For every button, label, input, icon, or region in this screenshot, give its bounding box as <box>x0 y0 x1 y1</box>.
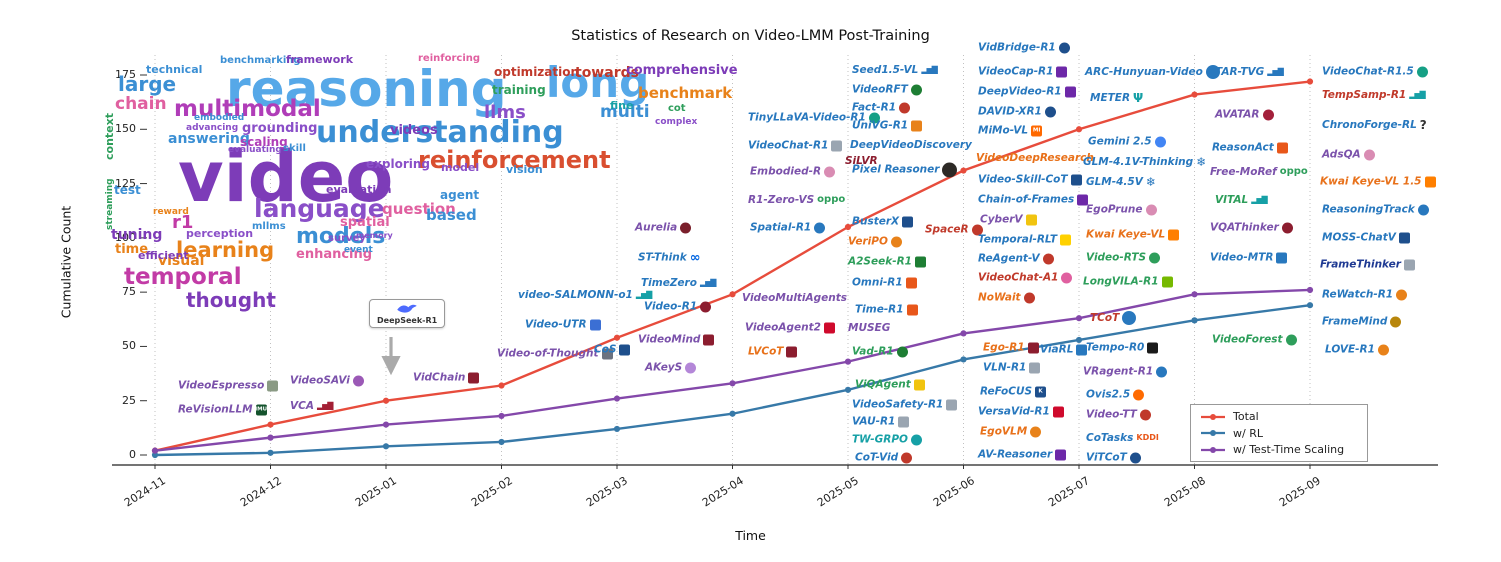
y-axis-label: Cumulative Count <box>58 205 74 319</box>
data-point-marker <box>1306 302 1314 309</box>
legend-marker-icon <box>1201 413 1225 420</box>
data-point-marker <box>1306 78 1314 85</box>
data-point-marker <box>1075 126 1083 133</box>
x-axis-label: Time <box>735 528 766 543</box>
series-line-w-test-time-scaling <box>154 288 1311 452</box>
data-point-marker <box>613 395 621 402</box>
legend-marker-icon <box>1201 446 1225 453</box>
legend-marker-icon <box>1201 430 1225 436</box>
legend: Total w/ RL w/ Test-Time Scaling <box>1190 404 1368 462</box>
legend-item-label: w/ RL <box>1233 426 1263 440</box>
deepseek-whale-icon <box>397 304 417 313</box>
data-point-marker <box>1191 291 1198 298</box>
data-point-marker <box>382 397 390 404</box>
data-point-marker <box>729 410 736 417</box>
data-point-marker <box>1191 91 1198 98</box>
deepseek-callout: DeepSeek-R1 <box>369 299 446 328</box>
page-title: Statistics of Research on Video-LMM Post… <box>571 28 930 44</box>
data-point-marker <box>960 356 967 363</box>
legend-item: w/ RL <box>1200 427 1358 440</box>
data-point-marker <box>382 421 390 428</box>
deepseek-callout-label: DeepSeek-R1 <box>377 316 438 325</box>
data-point-marker <box>267 421 274 428</box>
data-point-marker <box>267 434 274 441</box>
legend-item: w/ Test-Time Scaling <box>1200 443 1358 456</box>
data-point-marker <box>729 380 736 387</box>
data-point-marker <box>960 167 967 174</box>
legend-item: Total <box>1200 410 1358 423</box>
data-point-marker <box>498 382 505 389</box>
data-point-marker <box>1075 315 1083 322</box>
data-point-marker <box>844 386 852 393</box>
data-point-marker <box>498 412 505 420</box>
data-point-marker <box>960 330 967 337</box>
data-point-marker <box>613 334 621 341</box>
data-point-marker <box>151 447 159 454</box>
legend-item-label: Total <box>1233 410 1259 423</box>
data-point-marker <box>1306 286 1314 294</box>
data-point-marker <box>613 425 621 433</box>
data-point-marker <box>1191 317 1198 324</box>
data-point-marker <box>1075 336 1083 344</box>
data-point-marker <box>267 449 274 456</box>
data-point-marker <box>151 451 159 459</box>
data-point-marker <box>498 438 505 446</box>
legend-item-label: w/ Test-Time Scaling <box>1233 443 1345 456</box>
data-point-marker <box>844 358 852 365</box>
data-point-marker <box>729 291 736 298</box>
data-point-marker <box>844 223 852 231</box>
data-point-marker <box>382 443 390 450</box>
